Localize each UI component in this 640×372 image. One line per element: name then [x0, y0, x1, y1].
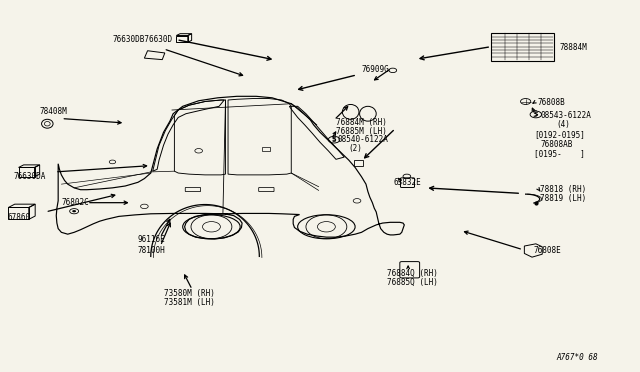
- Text: (2): (2): [349, 144, 363, 153]
- Text: 76885M (LH): 76885M (LH): [336, 126, 387, 136]
- Text: 76808B: 76808B: [537, 98, 565, 107]
- Text: 67860: 67860: [7, 213, 30, 222]
- Text: 78818 (RH): 78818 (RH): [540, 185, 587, 194]
- Text: 78819 (LH): 78819 (LH): [540, 195, 587, 203]
- Text: 78408M: 78408M: [39, 108, 67, 116]
- Text: 63832E: 63832E: [394, 178, 421, 187]
- Text: S: S: [332, 137, 337, 142]
- Text: 96116E: 96116E: [138, 235, 166, 244]
- Text: S: S: [332, 135, 336, 144]
- Text: A767*0 68: A767*0 68: [556, 353, 598, 362]
- Text: 76884M (RH): 76884M (RH): [336, 119, 387, 128]
- Text: [0195-    ]: [0195- ]: [534, 149, 585, 158]
- Text: 76630DA: 76630DA: [13, 172, 46, 181]
- Text: (4): (4): [556, 121, 570, 129]
- Text: 76884Q (RH): 76884Q (RH): [387, 269, 438, 278]
- Text: 78100H: 78100H: [138, 246, 166, 255]
- Text: S: S: [534, 112, 538, 117]
- Text: 73580M (RH): 73580M (RH): [164, 289, 214, 298]
- Text: 76808E: 76808E: [534, 246, 562, 255]
- Text: 76808AB: 76808AB: [540, 140, 573, 149]
- Text: 73581M (LH): 73581M (LH): [164, 298, 214, 307]
- Circle shape: [72, 210, 76, 212]
- Text: 76630DB76630D: 76630DB76630D: [113, 35, 173, 44]
- Text: 76885Q (LH): 76885Q (LH): [387, 278, 438, 287]
- Text: 76802C: 76802C: [61, 198, 89, 207]
- Text: S: S: [532, 110, 537, 119]
- Text: 08543-6122A: 08543-6122A: [540, 111, 591, 120]
- Text: 78884M: 78884M: [559, 42, 588, 51]
- Text: 76909G: 76909G: [362, 65, 389, 74]
- Text: 08540-6122A: 08540-6122A: [337, 135, 388, 144]
- Text: [0192-0195]: [0192-0195]: [534, 130, 585, 140]
